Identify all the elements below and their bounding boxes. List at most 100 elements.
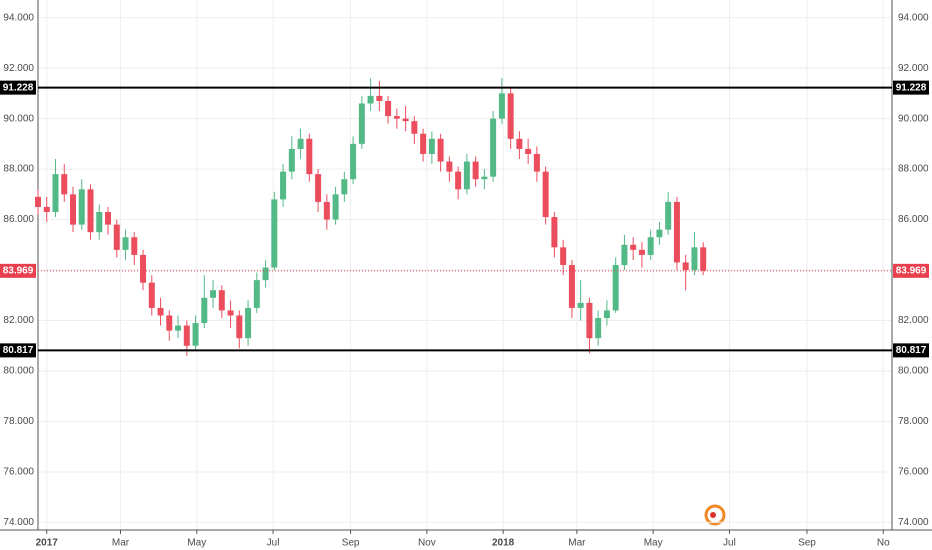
x-tick-label: May	[187, 538, 206, 549]
candle-body	[323, 201, 330, 220]
candle-body	[227, 310, 234, 316]
candle-body	[157, 307, 164, 316]
candle-body	[568, 265, 575, 308]
y-tick-label: 78.000	[3, 416, 34, 427]
y-tick-label: 82.000	[898, 315, 929, 326]
price-label: 91.228	[3, 82, 34, 93]
candle-body	[105, 212, 112, 225]
candle-body	[271, 199, 278, 268]
candle-body	[691, 247, 698, 271]
candle-body	[437, 138, 444, 162]
y-tick-label: 78.000	[898, 416, 929, 427]
candle-body	[192, 323, 199, 346]
y-tick-label: 94.000	[898, 12, 929, 23]
logo-ring	[704, 504, 726, 526]
candle-body	[253, 280, 260, 308]
price-label-box	[893, 80, 929, 95]
candle-body	[542, 171, 549, 218]
candle-body	[428, 138, 435, 154]
candle-body	[280, 171, 287, 200]
x-tick-label: Sep	[798, 538, 816, 549]
candle-body	[638, 249, 645, 255]
candle-body	[210, 290, 217, 298]
candle-body	[498, 93, 505, 119]
candle-body	[175, 325, 182, 331]
candle-body	[621, 244, 628, 265]
candle-body	[140, 254, 147, 283]
candle-body	[96, 212, 103, 233]
candle-body	[455, 171, 462, 190]
price-label: 83.969	[3, 265, 34, 276]
candle-body	[577, 302, 584, 308]
price-label-box	[893, 343, 929, 358]
candle-body	[201, 297, 208, 324]
x-tick-label: Jul	[267, 538, 280, 549]
candle-body	[551, 217, 558, 248]
candle-body	[393, 116, 400, 119]
candle-body	[35, 196, 41, 207]
price-label: 83.969	[896, 265, 927, 276]
candle-body	[297, 138, 304, 149]
candle-body	[533, 153, 540, 172]
y-tick-label: 74.000	[3, 517, 34, 528]
price-label-box	[0, 343, 36, 358]
y-tick-label: 82.000	[3, 315, 34, 326]
candle-body	[367, 95, 374, 104]
price-label: 80.817	[896, 345, 927, 356]
candle-body	[350, 143, 357, 180]
candle-body	[288, 148, 295, 172]
candle-body	[166, 315, 173, 331]
y-tick-label: 90.000	[898, 113, 929, 124]
price-label: 91.228	[896, 82, 927, 93]
y-tick-label: 92.000	[3, 63, 34, 74]
x-tick-label: Mar	[568, 538, 586, 549]
y-tick-label: 92.000	[898, 63, 929, 74]
x-tick-label: Jul	[723, 538, 736, 549]
candle-body	[61, 174, 68, 195]
candle-body	[236, 315, 243, 339]
candle-body	[603, 310, 610, 318]
candle-body	[315, 174, 322, 202]
candle-body	[481, 176, 488, 180]
candle-body	[78, 189, 85, 225]
candle-body	[586, 302, 593, 339]
candle-body	[183, 325, 190, 346]
y-tick-label: 76.000	[898, 467, 929, 478]
x-tick-label: Mar	[112, 538, 130, 549]
candle-body	[630, 244, 637, 250]
candle-body	[525, 148, 532, 154]
y-tick-label: 94.000	[3, 12, 34, 23]
candle-body	[332, 194, 339, 220]
x-tick-label: 2018	[492, 538, 515, 549]
candle-body	[113, 224, 120, 250]
candle-body	[218, 290, 225, 311]
candle-body	[376, 95, 383, 101]
candle-body	[665, 201, 672, 230]
candle-body	[43, 206, 50, 212]
x-tick-label: May	[644, 538, 663, 549]
candle-body	[700, 247, 707, 271]
candle-body	[472, 161, 479, 180]
candle-body	[647, 237, 654, 255]
candle-body	[148, 282, 155, 308]
candle-body	[52, 174, 59, 212]
candle-body	[490, 118, 497, 177]
candle-body	[122, 237, 129, 250]
candle-body	[682, 262, 689, 271]
candle-body	[446, 161, 453, 172]
candle-body	[420, 133, 427, 154]
candle-body	[411, 121, 418, 134]
y-tick-label: 80.000	[898, 366, 929, 377]
candle-body	[341, 179, 348, 195]
candle-body	[516, 138, 523, 149]
x-tick-label: No	[877, 538, 890, 549]
x-tick-label: Sep	[342, 538, 360, 549]
candle-body	[385, 100, 392, 117]
price-label-box	[893, 263, 929, 278]
candle-body	[656, 229, 663, 238]
candle-body	[673, 201, 680, 263]
y-tick-label: 90.000	[3, 113, 34, 124]
price-label-box	[0, 263, 36, 278]
candle-body	[402, 118, 409, 122]
